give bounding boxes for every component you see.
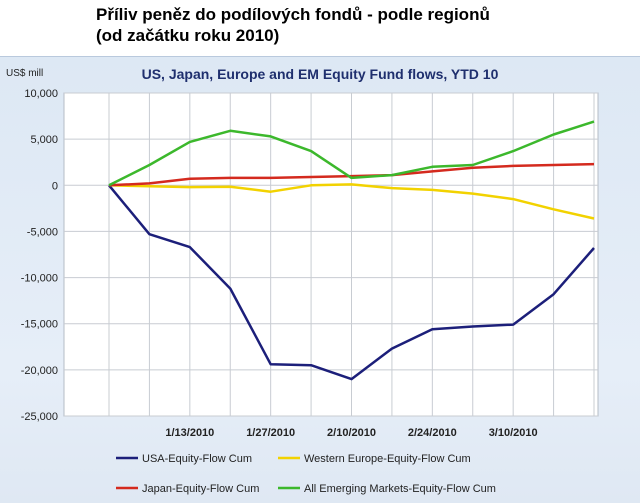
chart-title: US, Japan, Europe and EM Equity Fund flo…	[142, 66, 499, 82]
y-tick-label: 0	[52, 180, 58, 192]
slide-heading: Příliv peněz do podílových fondů - podle…	[96, 4, 490, 46]
y-tick-label: -20,000	[21, 365, 58, 377]
series-line	[108, 120, 595, 187]
plot-area	[63, 92, 599, 417]
legend-label: USA-Equity-Flow Cum	[142, 453, 252, 465]
legend: USA-Equity-Flow Cum Western Europe-Equity…	[116, 453, 496, 495]
series-lines	[108, 120, 595, 381]
heading-line-1: Příliv peněz do podílových fondů - podle…	[96, 5, 490, 24]
y-tick-label: 5,000	[30, 134, 58, 146]
y-tick-label: -5,000	[27, 226, 58, 238]
legend-label: Japan-Equity-Flow Cum	[142, 483, 259, 495]
legend-label: All Emerging Markets-Equity-Flow Cum	[304, 483, 496, 495]
legend-label: Western Europe-Equity-Flow Cum	[304, 453, 471, 465]
x-tick-label: 3/10/2010	[489, 427, 538, 439]
y-tick-label: -15,000	[21, 319, 58, 331]
x-tick-label: 2/10/2010	[327, 427, 376, 439]
heading-line-2: (od začátku roku 2010)	[96, 26, 280, 45]
y-tick-label: -25,000	[21, 411, 58, 423]
x-tick-label: 2/24/2010	[408, 427, 457, 439]
x-axis-ticks: 1/13/2010 1/27/2010 2/10/2010 2/24/2010 3/10…	[165, 427, 537, 439]
series-line	[108, 183, 595, 220]
y-tick-label: -10,000	[21, 273, 58, 285]
y-axis-unit-label: US$ mill	[6, 68, 43, 79]
y-axis-ticks: 10,000 5,000 0 -5,000 -10,000 -15,000 -20,000 -…	[21, 88, 58, 423]
y-tick-label: 10,000	[24, 88, 58, 100]
series-line	[108, 184, 595, 381]
series-line	[108, 162, 595, 187]
x-tick-label: 1/27/2010	[246, 427, 295, 439]
x-tick-label: 1/13/2010	[165, 427, 214, 439]
